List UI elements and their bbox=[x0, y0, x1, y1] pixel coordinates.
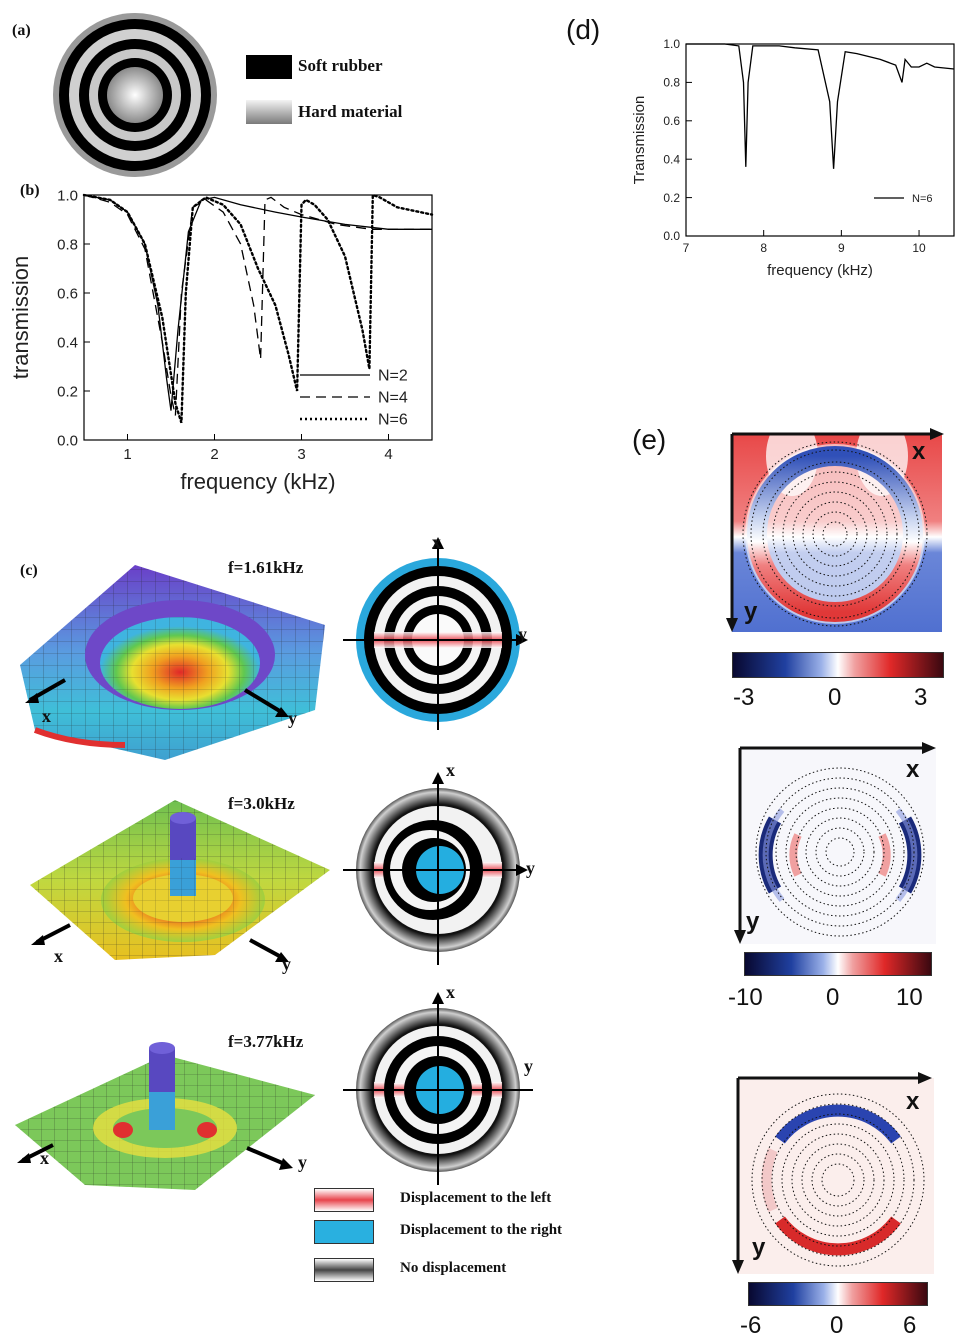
x-tick-label: 10 bbox=[912, 241, 926, 255]
legend-swatch-left bbox=[314, 1188, 374, 1212]
y-tick-label: 0.0 bbox=[663, 229, 680, 243]
panel-e-colorbar-2 bbox=[744, 952, 932, 976]
legend-label-soft-rubber: Soft rubber bbox=[298, 56, 383, 75]
legend-label-hard-material: Hard material bbox=[298, 102, 403, 121]
series-line-n-6 bbox=[686, 43, 955, 169]
y-tick-label: 0.2 bbox=[663, 191, 680, 205]
mode-1-surface-plot bbox=[20, 565, 325, 760]
panel-b-chart: 1 2 3 4 0.0 0.2 0.4 0.6 0.8 1.0 frequency (kHz) tra… bbox=[8, 187, 434, 494]
panel-e-field-map-3 bbox=[732, 1072, 934, 1274]
mode-3-surface-plot bbox=[15, 1042, 315, 1190]
x-tick-label: 1 bbox=[123, 446, 131, 463]
legend-label-n-6: N=6 bbox=[378, 412, 408, 429]
legend-label-none: No displacement bbox=[400, 1260, 507, 1276]
panel-d-chart: 7 8 9 10 0.0 0.2 0.4 0.6 0.8 1.0 frequency (kHz) Tr… bbox=[631, 37, 955, 279]
y-tick-label: 0.4 bbox=[57, 334, 78, 351]
panel-e-colorbar-1 bbox=[732, 652, 944, 678]
panel-e-colorbar-3 bbox=[748, 1282, 928, 1306]
panel-e-colorbar-2-mid: 0 bbox=[826, 984, 840, 1011]
panel-e-map-1-x-label: x bbox=[912, 438, 926, 465]
panel-e-field-map-1 bbox=[726, 426, 944, 632]
panel-e-map-3-x-label: x bbox=[906, 1088, 920, 1115]
mode-2-surface-plot bbox=[30, 800, 330, 962]
panel-e-map-3-y-label: y bbox=[752, 1234, 766, 1261]
y-tick-label: 0.8 bbox=[663, 76, 680, 90]
mode-1-axis-x-label: x bbox=[42, 706, 51, 726]
x-tick-label: 7 bbox=[683, 241, 690, 255]
mode-1-diagram-x-label: x bbox=[432, 532, 441, 552]
y-tick-label: 0.0 bbox=[57, 432, 78, 449]
panel-e-colorbar-3-min: -6 bbox=[740, 1312, 762, 1339]
y-tick-label: 1.0 bbox=[663, 37, 680, 51]
mode-2-diagram-x-label: x bbox=[446, 760, 455, 780]
y-tick-label: 0.6 bbox=[663, 114, 680, 128]
mode-3-displacement-diagram bbox=[343, 992, 533, 1185]
panel-e-colorbar-1-max: 3 bbox=[914, 684, 928, 711]
legend-label-left: Displacement to the left bbox=[400, 1190, 552, 1206]
plot-frame bbox=[83, 194, 433, 441]
mode-2-axis-x-label: x bbox=[54, 946, 63, 966]
mode-1-frequency: f=1.61kHz bbox=[228, 558, 304, 577]
x-axis-title: frequency (kHz) bbox=[767, 262, 873, 279]
mode-3-diagram-x-label: x bbox=[446, 982, 455, 1002]
mode-3-axis-x-label: x bbox=[40, 1148, 49, 1168]
x-tick-label: 9 bbox=[838, 241, 845, 255]
legend-label-right: Displacement to the right bbox=[400, 1222, 563, 1238]
legend-label-n-2: N=2 bbox=[378, 368, 408, 385]
legend-swatch-right bbox=[314, 1220, 374, 1244]
panel-d-label: (d) bbox=[566, 14, 601, 45]
panel-e-colorbar-1-min: -3 bbox=[733, 684, 755, 711]
x-tick-label: 2 bbox=[210, 446, 218, 463]
panel-e-colorbar-1-mid: 0 bbox=[828, 684, 842, 711]
y-tick-label: 0.6 bbox=[57, 285, 78, 302]
panel-e-map-2-y-label: y bbox=[746, 908, 760, 935]
mode-2-diagram-y-label: y bbox=[526, 858, 535, 878]
series-line-n-6 bbox=[82, 193, 434, 424]
panel-e-field-map-2 bbox=[734, 742, 936, 944]
mode-2-frequency: f=3.0kHz bbox=[228, 794, 295, 813]
x-tick-label: 3 bbox=[297, 446, 305, 463]
legend-swatch-none bbox=[314, 1258, 374, 1282]
panel-e-map-1-y-label: y bbox=[744, 598, 758, 625]
panel-e-colorbar-3-mid: 0 bbox=[830, 1312, 844, 1339]
legend-swatch-soft-rubber bbox=[246, 55, 292, 79]
x-axis-title: frequency (kHz) bbox=[180, 469, 335, 494]
mode-2-displacement-diagram bbox=[343, 772, 528, 965]
series-line-n-4 bbox=[83, 194, 432, 416]
plot-frame bbox=[685, 43, 955, 237]
panel-e-colorbar-2-max: 10 bbox=[896, 984, 923, 1011]
y-axis-title: Transmission bbox=[631, 96, 648, 185]
panel-e-colorbar-2-min: -10 bbox=[728, 984, 763, 1011]
mode-1-axis-y-label: y bbox=[288, 708, 297, 728]
panel-e-map-2-x-label: x bbox=[906, 756, 920, 783]
panel-b-label: (b) bbox=[20, 182, 40, 199]
mode-3-axis-y-label: y bbox=[298, 1152, 307, 1172]
panel-c-label: (c) bbox=[20, 562, 38, 579]
y-tick-label: 0.4 bbox=[663, 152, 680, 166]
panel-a-label: (a) bbox=[12, 22, 31, 39]
mode-1-displacement-diagram bbox=[343, 537, 528, 730]
panel-a-ring-diagram bbox=[53, 13, 217, 177]
legend-label-n-4: N=4 bbox=[378, 390, 408, 407]
legend-swatch-hard-material bbox=[246, 100, 292, 124]
x-tick-label: 8 bbox=[760, 241, 767, 255]
mode-2-axis-y-label: y bbox=[282, 954, 291, 974]
legend-label-n-6: N=6 bbox=[912, 193, 933, 205]
x-tick-label: 4 bbox=[384, 446, 392, 463]
panel-e-label: (e) bbox=[632, 424, 667, 455]
mode-1-diagram-y-label: y bbox=[518, 624, 527, 644]
mode-3-frequency: f=3.77kHz bbox=[228, 1032, 304, 1051]
y-tick-label: 1.0 bbox=[57, 187, 78, 204]
panel-e-colorbar-3-max: 6 bbox=[903, 1312, 917, 1339]
y-tick-label: 0.8 bbox=[57, 236, 78, 253]
mode-3-diagram-y-label: y bbox=[524, 1056, 533, 1076]
y-axis-title: transmission bbox=[8, 256, 33, 379]
y-tick-label: 0.2 bbox=[57, 383, 78, 400]
